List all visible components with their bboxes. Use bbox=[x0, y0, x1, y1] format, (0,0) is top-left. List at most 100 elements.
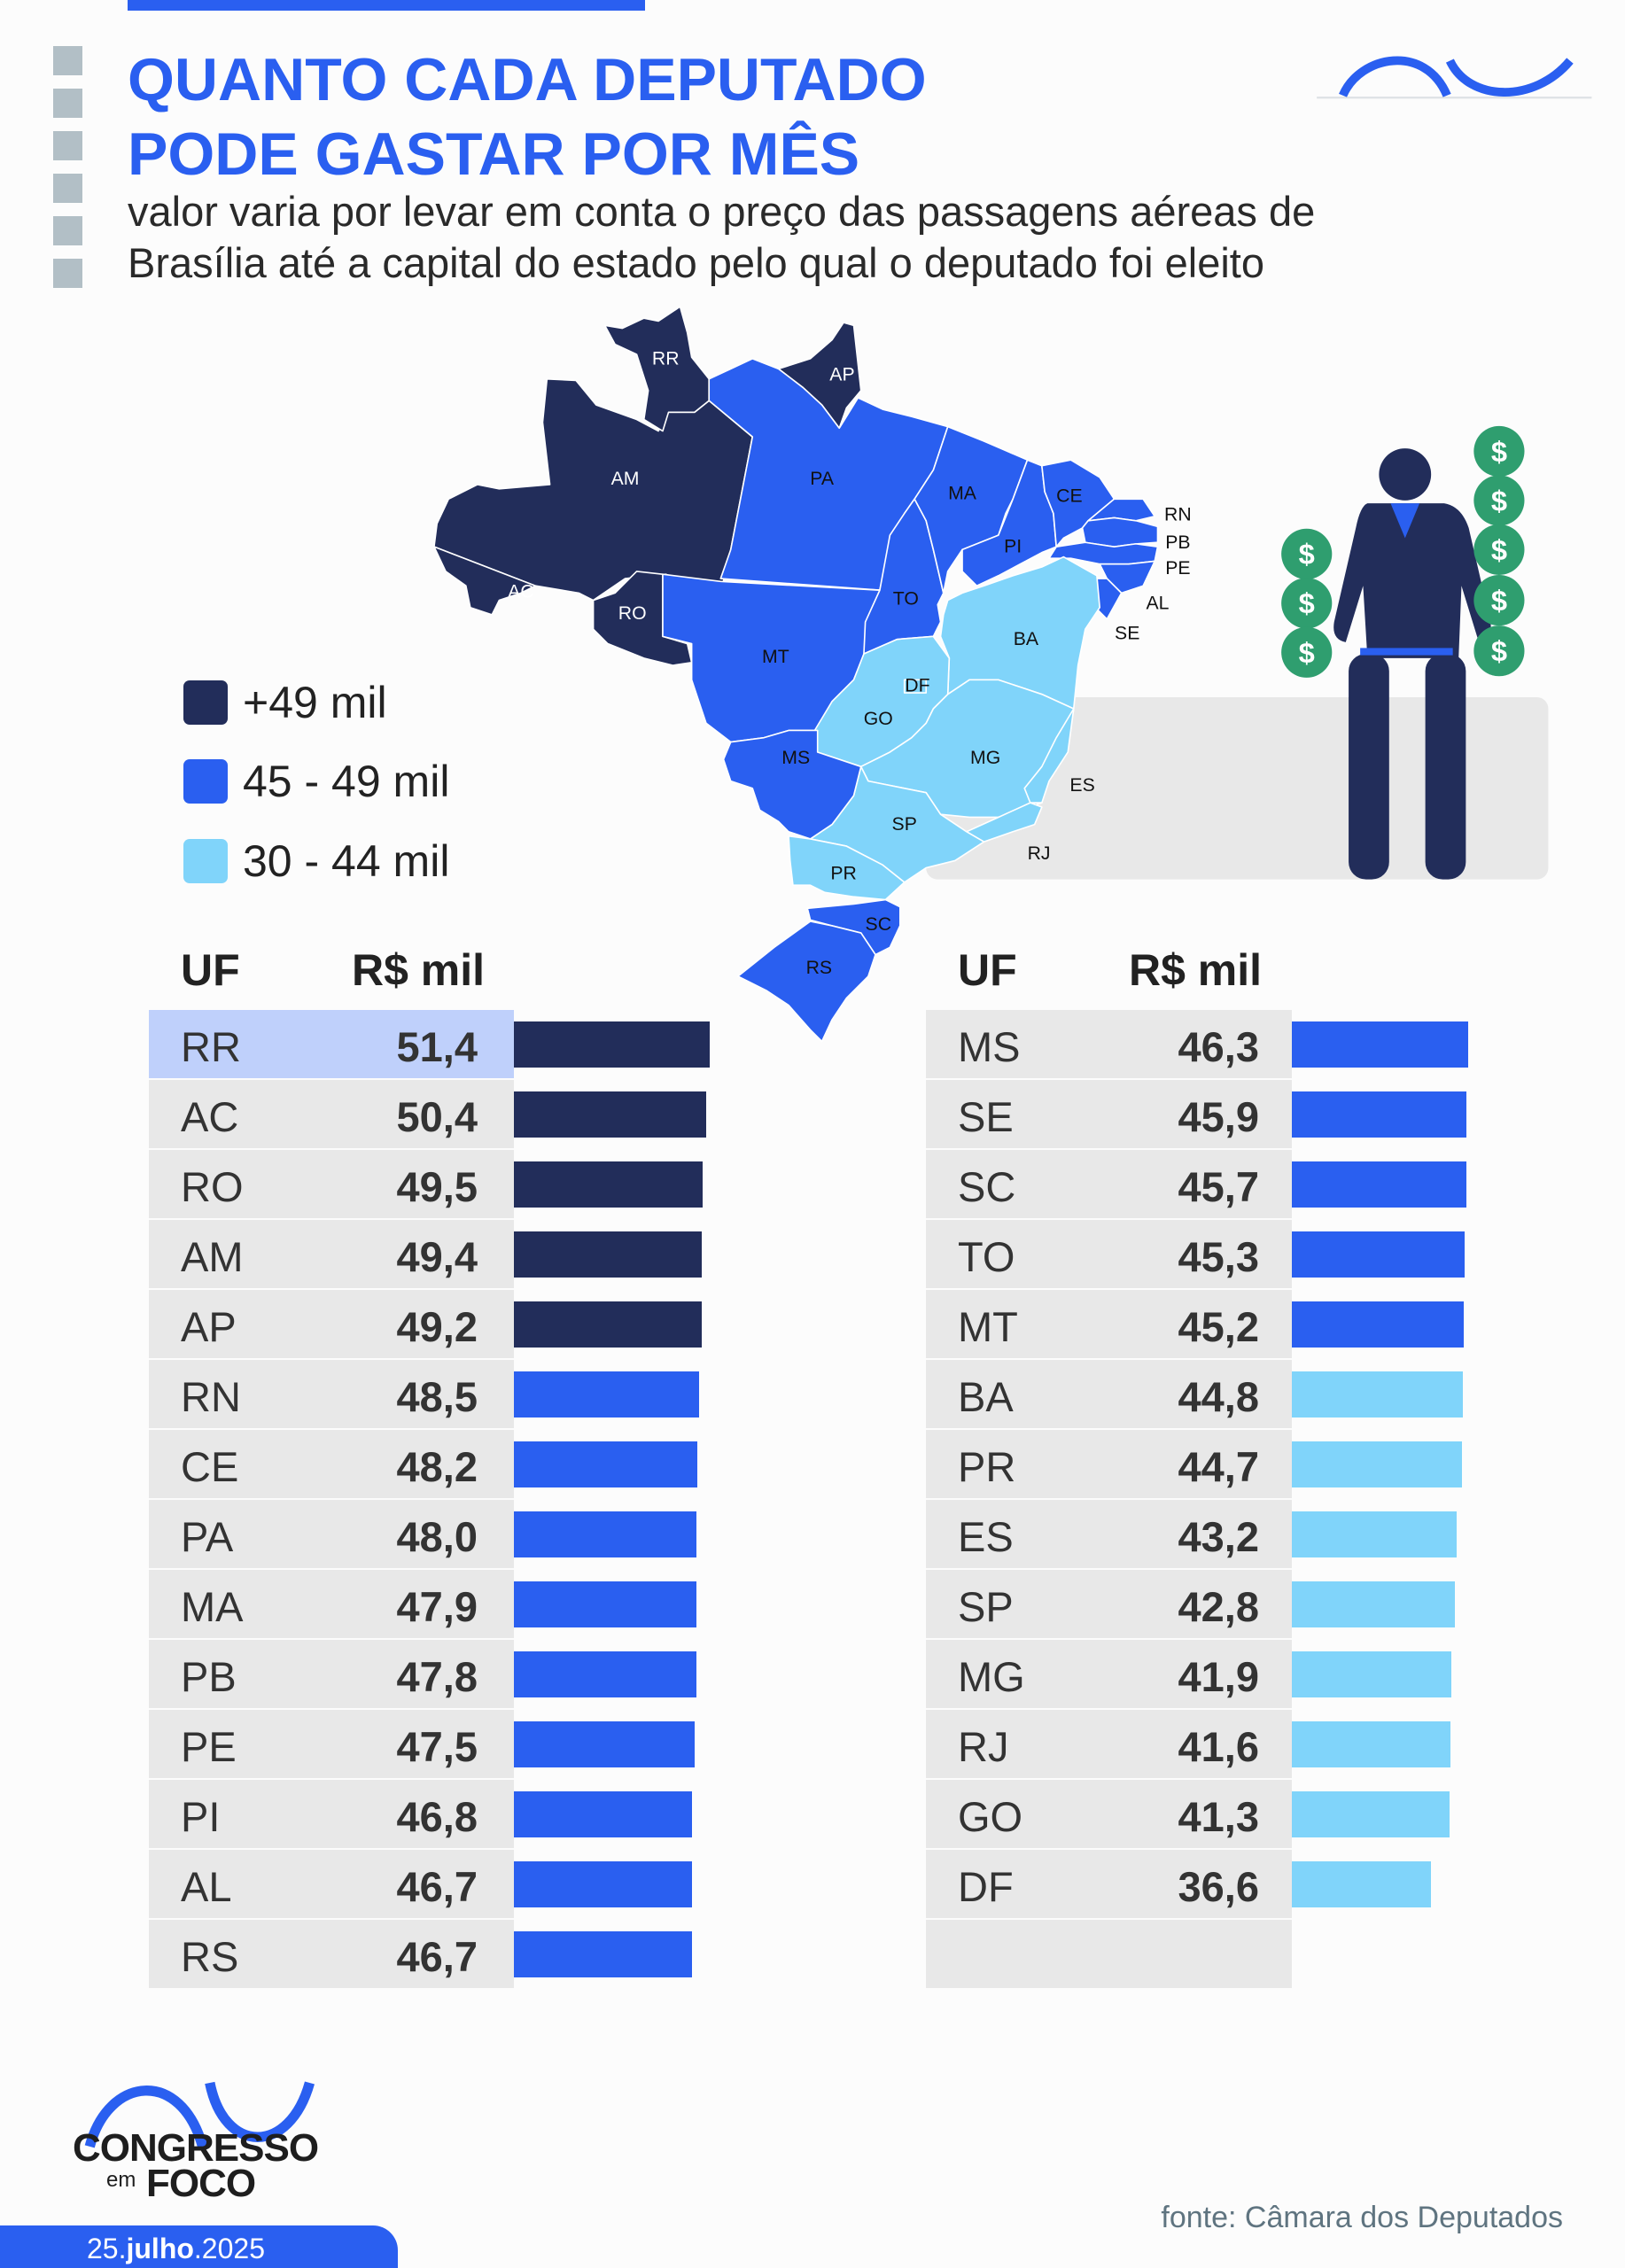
bar-rr bbox=[514, 1021, 711, 1068]
row-value: 45,7 bbox=[1178, 1163, 1259, 1210]
svg-text:$: $ bbox=[1299, 636, 1315, 669]
row-cell bbox=[926, 1430, 1292, 1498]
row-cell bbox=[926, 1920, 1292, 1988]
row-uf: PE bbox=[181, 1723, 237, 1770]
table-row: SE 45,9 bbox=[0, 1080, 1625, 1150]
bar-rs bbox=[514, 1931, 692, 1977]
row-cell bbox=[926, 1290, 1292, 1358]
map-label-to: TO bbox=[893, 588, 919, 609]
row-cell bbox=[149, 1640, 514, 1708]
bar-ap bbox=[514, 1301, 702, 1348]
map-label-ap: AP bbox=[829, 364, 854, 384]
table-row: RS 46,7 bbox=[0, 1920, 1625, 1990]
row-cell bbox=[926, 1010, 1292, 1078]
bar-sp bbox=[1292, 1581, 1456, 1627]
row-uf: PA bbox=[181, 1513, 234, 1560]
row-value: 45,9 bbox=[1178, 1093, 1259, 1140]
row-value: 46,8 bbox=[396, 1793, 478, 1840]
row-cell bbox=[149, 1920, 514, 1988]
legend-swatch bbox=[183, 680, 228, 725]
row-uf: AM bbox=[181, 1233, 244, 1280]
row-value: 47,9 bbox=[396, 1583, 478, 1630]
row-cell bbox=[926, 1080, 1292, 1148]
map-label-al: AL bbox=[1147, 593, 1170, 613]
decor-square bbox=[53, 89, 82, 118]
map-label-am: AM bbox=[611, 469, 640, 489]
row-value: 41,6 bbox=[1178, 1723, 1259, 1770]
map-label-mg: MG bbox=[970, 748, 1000, 768]
legend-label: 30 - 44 mil bbox=[243, 836, 450, 886]
row-value: 41,3 bbox=[1178, 1793, 1259, 1840]
map-label-sc: SC bbox=[866, 914, 891, 935]
decor-square bbox=[53, 131, 82, 160]
bar-pi bbox=[514, 1791, 693, 1837]
map-label-pa: PA bbox=[810, 469, 835, 489]
state-ms bbox=[722, 729, 862, 840]
brand-congresso: CONGRESSO bbox=[73, 2126, 319, 2170]
map-label-rn: RN bbox=[1164, 505, 1192, 525]
row-value: 47,8 bbox=[396, 1653, 478, 1700]
map-label-ac: AC bbox=[508, 581, 533, 602]
row-value: 41,9 bbox=[1178, 1653, 1259, 1700]
decor-square bbox=[53, 174, 82, 203]
table-row-empty bbox=[0, 1920, 1625, 1990]
bar-ro bbox=[514, 1161, 703, 1208]
bar-rj bbox=[1292, 1721, 1450, 1767]
title-line-1: QUANTO CADA DEPUTADO bbox=[128, 46, 927, 113]
row-cell bbox=[149, 1710, 514, 1778]
bar-am bbox=[514, 1231, 703, 1278]
legend-label: +49 mil bbox=[243, 678, 387, 727]
map-label-pb: PB bbox=[1165, 532, 1190, 553]
row-uf: RO bbox=[181, 1163, 244, 1210]
table-row: SC 45,7 bbox=[0, 1150, 1625, 1220]
row-cell bbox=[149, 1080, 514, 1148]
bar-ba bbox=[1292, 1371, 1463, 1418]
table-row: RO 49,5 bbox=[0, 1150, 1625, 1220]
row-cell bbox=[149, 1290, 514, 1358]
left-header-value: R$ mil bbox=[352, 945, 486, 995]
bar-se bbox=[1292, 1091, 1467, 1138]
map-label-ma: MA bbox=[948, 483, 977, 503]
bar-mg bbox=[1292, 1651, 1452, 1697]
dollar-coin-icon: $ bbox=[1473, 425, 1525, 477]
table-row: AP 49,2 bbox=[0, 1290, 1625, 1360]
bar-ac bbox=[514, 1091, 706, 1138]
publication-date: 25.julho.2025 bbox=[87, 2233, 265, 2265]
table-row: MG 41,9 bbox=[0, 1640, 1625, 1710]
date-pill bbox=[0, 2225, 398, 2268]
decor-square bbox=[53, 216, 82, 245]
table-row: AL 46,7 bbox=[0, 1850, 1625, 1920]
table-row: DF 36,6 bbox=[0, 1850, 1625, 1920]
row-value: 50,4 bbox=[396, 1093, 478, 1140]
table-row: BA 44,8 bbox=[0, 1360, 1625, 1430]
row-uf: RN bbox=[181, 1373, 241, 1420]
map-label-rs: RS bbox=[806, 958, 832, 978]
row-value: 49,4 bbox=[396, 1233, 478, 1280]
row-value: 42,8 bbox=[1178, 1583, 1259, 1630]
row-uf: MT bbox=[958, 1303, 1018, 1350]
row-cell bbox=[149, 1010, 514, 1078]
svg-text:$: $ bbox=[1491, 634, 1507, 667]
bar-al bbox=[514, 1861, 692, 1907]
map-label-pr: PR bbox=[830, 864, 856, 884]
row-value: 45,3 bbox=[1178, 1233, 1259, 1280]
dollar-coin-icon: $ bbox=[1473, 625, 1525, 677]
row-cell bbox=[926, 1780, 1292, 1848]
figure-backdrop bbox=[926, 696, 1549, 880]
row-uf: RR bbox=[181, 1023, 241, 1070]
right-header-uf: UF bbox=[958, 945, 1017, 995]
logo-icon bbox=[1317, 56, 1592, 99]
row-value: 48,2 bbox=[396, 1443, 478, 1490]
bar-rn bbox=[514, 1371, 699, 1418]
row-cell bbox=[149, 1780, 514, 1848]
map-label-mt: MT bbox=[762, 647, 789, 667]
map-label-ro: RO bbox=[618, 603, 647, 624]
subtitle-line-1: valor varia por levar em conta o preço d… bbox=[128, 188, 1316, 235]
brand-foco: FOCO bbox=[146, 2162, 256, 2205]
state-mg bbox=[859, 679, 1075, 819]
bar-pa bbox=[514, 1511, 697, 1557]
subtitle: valor varia por levar em conta o preço d… bbox=[128, 186, 1315, 289]
brand-em: em bbox=[106, 2168, 136, 2192]
table-row: AM 49,4 bbox=[0, 1220, 1625, 1290]
right-header-value: R$ mil bbox=[1129, 945, 1263, 995]
